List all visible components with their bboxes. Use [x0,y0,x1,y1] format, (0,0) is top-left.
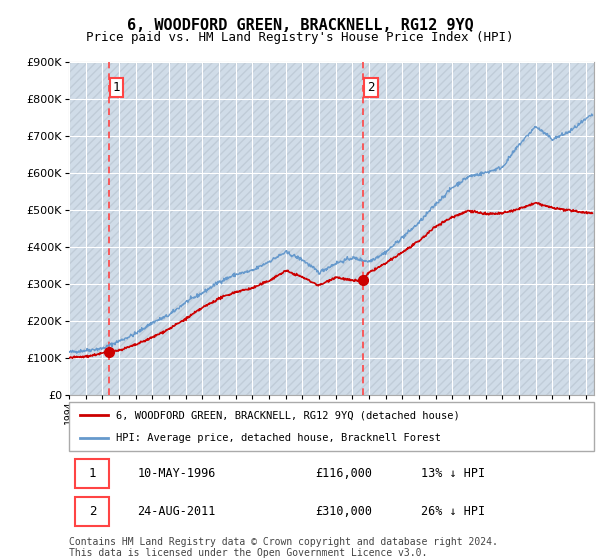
Text: HPI: Average price, detached house, Bracknell Forest: HPI: Average price, detached house, Brac… [116,433,441,444]
Text: 13% ↓ HPI: 13% ↓ HPI [421,467,485,480]
Text: 10-MAY-1996: 10-MAY-1996 [137,467,215,480]
Text: 2: 2 [367,81,375,94]
Text: 1: 1 [89,467,97,480]
Text: 6, WOODFORD GREEN, BRACKNELL, RG12 9YQ: 6, WOODFORD GREEN, BRACKNELL, RG12 9YQ [127,18,473,33]
Text: Price paid vs. HM Land Registry's House Price Index (HPI): Price paid vs. HM Land Registry's House … [86,31,514,44]
Bar [76,459,109,488]
Bar [76,497,109,526]
Text: Contains HM Land Registry data © Crown copyright and database right 2024.
This d: Contains HM Land Registry data © Crown c… [69,536,498,558]
Text: 6, WOODFORD GREEN, BRACKNELL, RG12 9YQ (detached house): 6, WOODFORD GREEN, BRACKNELL, RG12 9YQ (… [116,410,460,421]
Text: 1: 1 [113,81,120,94]
Text: £310,000: £310,000 [316,505,373,519]
Text: 24-AUG-2011: 24-AUG-2011 [137,505,215,519]
Text: 26% ↓ HPI: 26% ↓ HPI [421,505,485,519]
Text: 2: 2 [89,505,97,519]
Text: £116,000: £116,000 [316,467,373,480]
